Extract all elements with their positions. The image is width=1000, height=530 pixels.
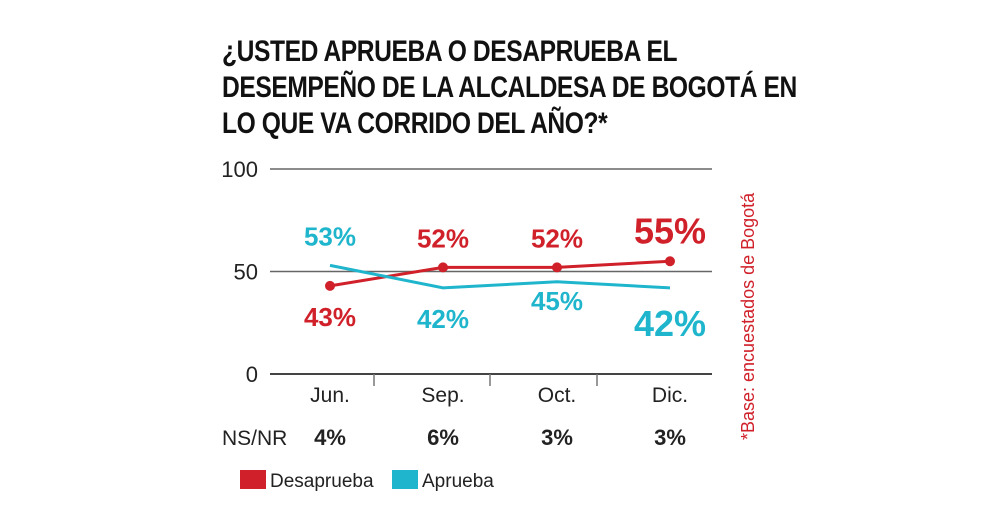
ns-nr-value: 3% (654, 425, 686, 450)
base-note-container: *Base: encuestados de Bogotá (738, 150, 768, 440)
y-tick-label: 50 (234, 260, 258, 285)
data-label: 42% (417, 304, 469, 334)
data-label: 43% (304, 302, 356, 332)
ns-nr-value: 6% (427, 425, 459, 450)
x-tick-label: Jun. (310, 384, 350, 407)
ns-nr-value: 4% (314, 425, 346, 450)
x-tick-label: Sep. (421, 384, 464, 407)
data-label: 42% (634, 303, 706, 344)
data-label: 52% (417, 223, 469, 253)
data-point (325, 280, 335, 291)
data-point (665, 256, 675, 267)
y-tick-label: 100 (221, 157, 258, 182)
data-label: 52% (531, 223, 583, 253)
x-tick-label: Oct. (538, 384, 577, 407)
legend-swatch-aprueba (392, 470, 418, 489)
data-point (438, 262, 448, 273)
base-note: *Base: encuestados de Bogotá (738, 192, 758, 440)
data-point (552, 262, 562, 273)
legend-label: Desaprueba (270, 471, 374, 492)
legend-label: Aprueba (422, 471, 494, 492)
chart-title: ¿USTED APRUEBA O DESAPRUEBA EL DESEMPEÑO… (222, 35, 797, 140)
x-tick-label: Dic. (652, 384, 688, 407)
ns-nr-label: NS/NR (222, 427, 287, 450)
data-label: 53% (304, 221, 356, 251)
data-label: 55% (634, 210, 706, 251)
ns-nr-value: 3% (541, 425, 573, 450)
series-line-aprueba (329, 263, 671, 290)
series-line-desaprueba (329, 259, 671, 288)
legend-swatch-desaprueba (240, 470, 266, 489)
y-tick-label: 0 (246, 362, 258, 387)
data-label: 45% (531, 286, 583, 316)
